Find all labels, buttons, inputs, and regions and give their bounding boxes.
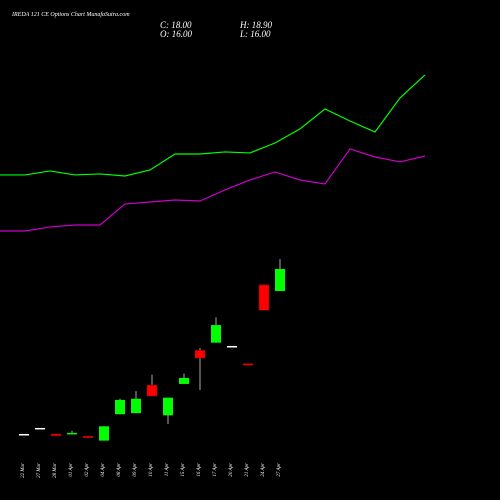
candle-body: [35, 427, 45, 430]
x-tick-label: 21 Apr: [245, 463, 250, 477]
x-tick-label: 02 Apr: [85, 463, 90, 477]
candle-body: [163, 397, 173, 416]
moving-line: [0, 74, 426, 177]
x-tick-label: 17 Apr: [213, 463, 218, 477]
candle-body: [211, 325, 221, 343]
candle-body: [227, 345, 237, 348]
x-tick-label: 28 Mar: [53, 463, 58, 478]
candle-body: [146, 384, 158, 397]
info-low: L: 16.00: [239, 29, 271, 39]
info-close: C: 18.00: [160, 20, 192, 30]
candle-body: [67, 432, 77, 435]
candle-body: [131, 398, 141, 414]
candle-body: [242, 363, 254, 366]
candle-body: [179, 377, 189, 384]
x-tick-label: 16 Apr: [197, 463, 202, 477]
x-tick-label: 15 Apr: [181, 463, 186, 477]
candle-body: [99, 426, 109, 441]
candle-body: [115, 399, 125, 415]
info-open: O: 16.00: [160, 29, 192, 39]
x-tick-label: 08 Apr: [117, 463, 122, 477]
x-tick-label: 11 Apr: [165, 463, 170, 476]
candle-body: [258, 284, 270, 311]
candle-body: [275, 268, 285, 291]
x-tick-label: 24 Apr: [261, 463, 266, 477]
x-tick-label: 09 Apr: [133, 463, 138, 477]
x-tick-label: 27 Apr: [277, 463, 282, 477]
candle-body: [19, 433, 29, 436]
x-tick-label: 01 Apr: [69, 463, 74, 477]
x-tick-label: 20 Apr: [229, 463, 234, 477]
candle-body: [82, 435, 94, 438]
x-tick-label: 27 Mar: [37, 463, 42, 478]
chart-title: IREDA 121 CE Options Chart MunafaSutra.c…: [11, 11, 130, 18]
x-tick-label: 10 Apr: [149, 463, 154, 477]
info-high: H: 18.90: [239, 20, 272, 30]
x-tick-label: 22 Mar: [21, 463, 26, 478]
moving-line: [0, 148, 426, 232]
candle-body: [194, 350, 206, 359]
x-tick-label: 04 Apr: [101, 463, 106, 477]
candle-body: [50, 433, 62, 436]
